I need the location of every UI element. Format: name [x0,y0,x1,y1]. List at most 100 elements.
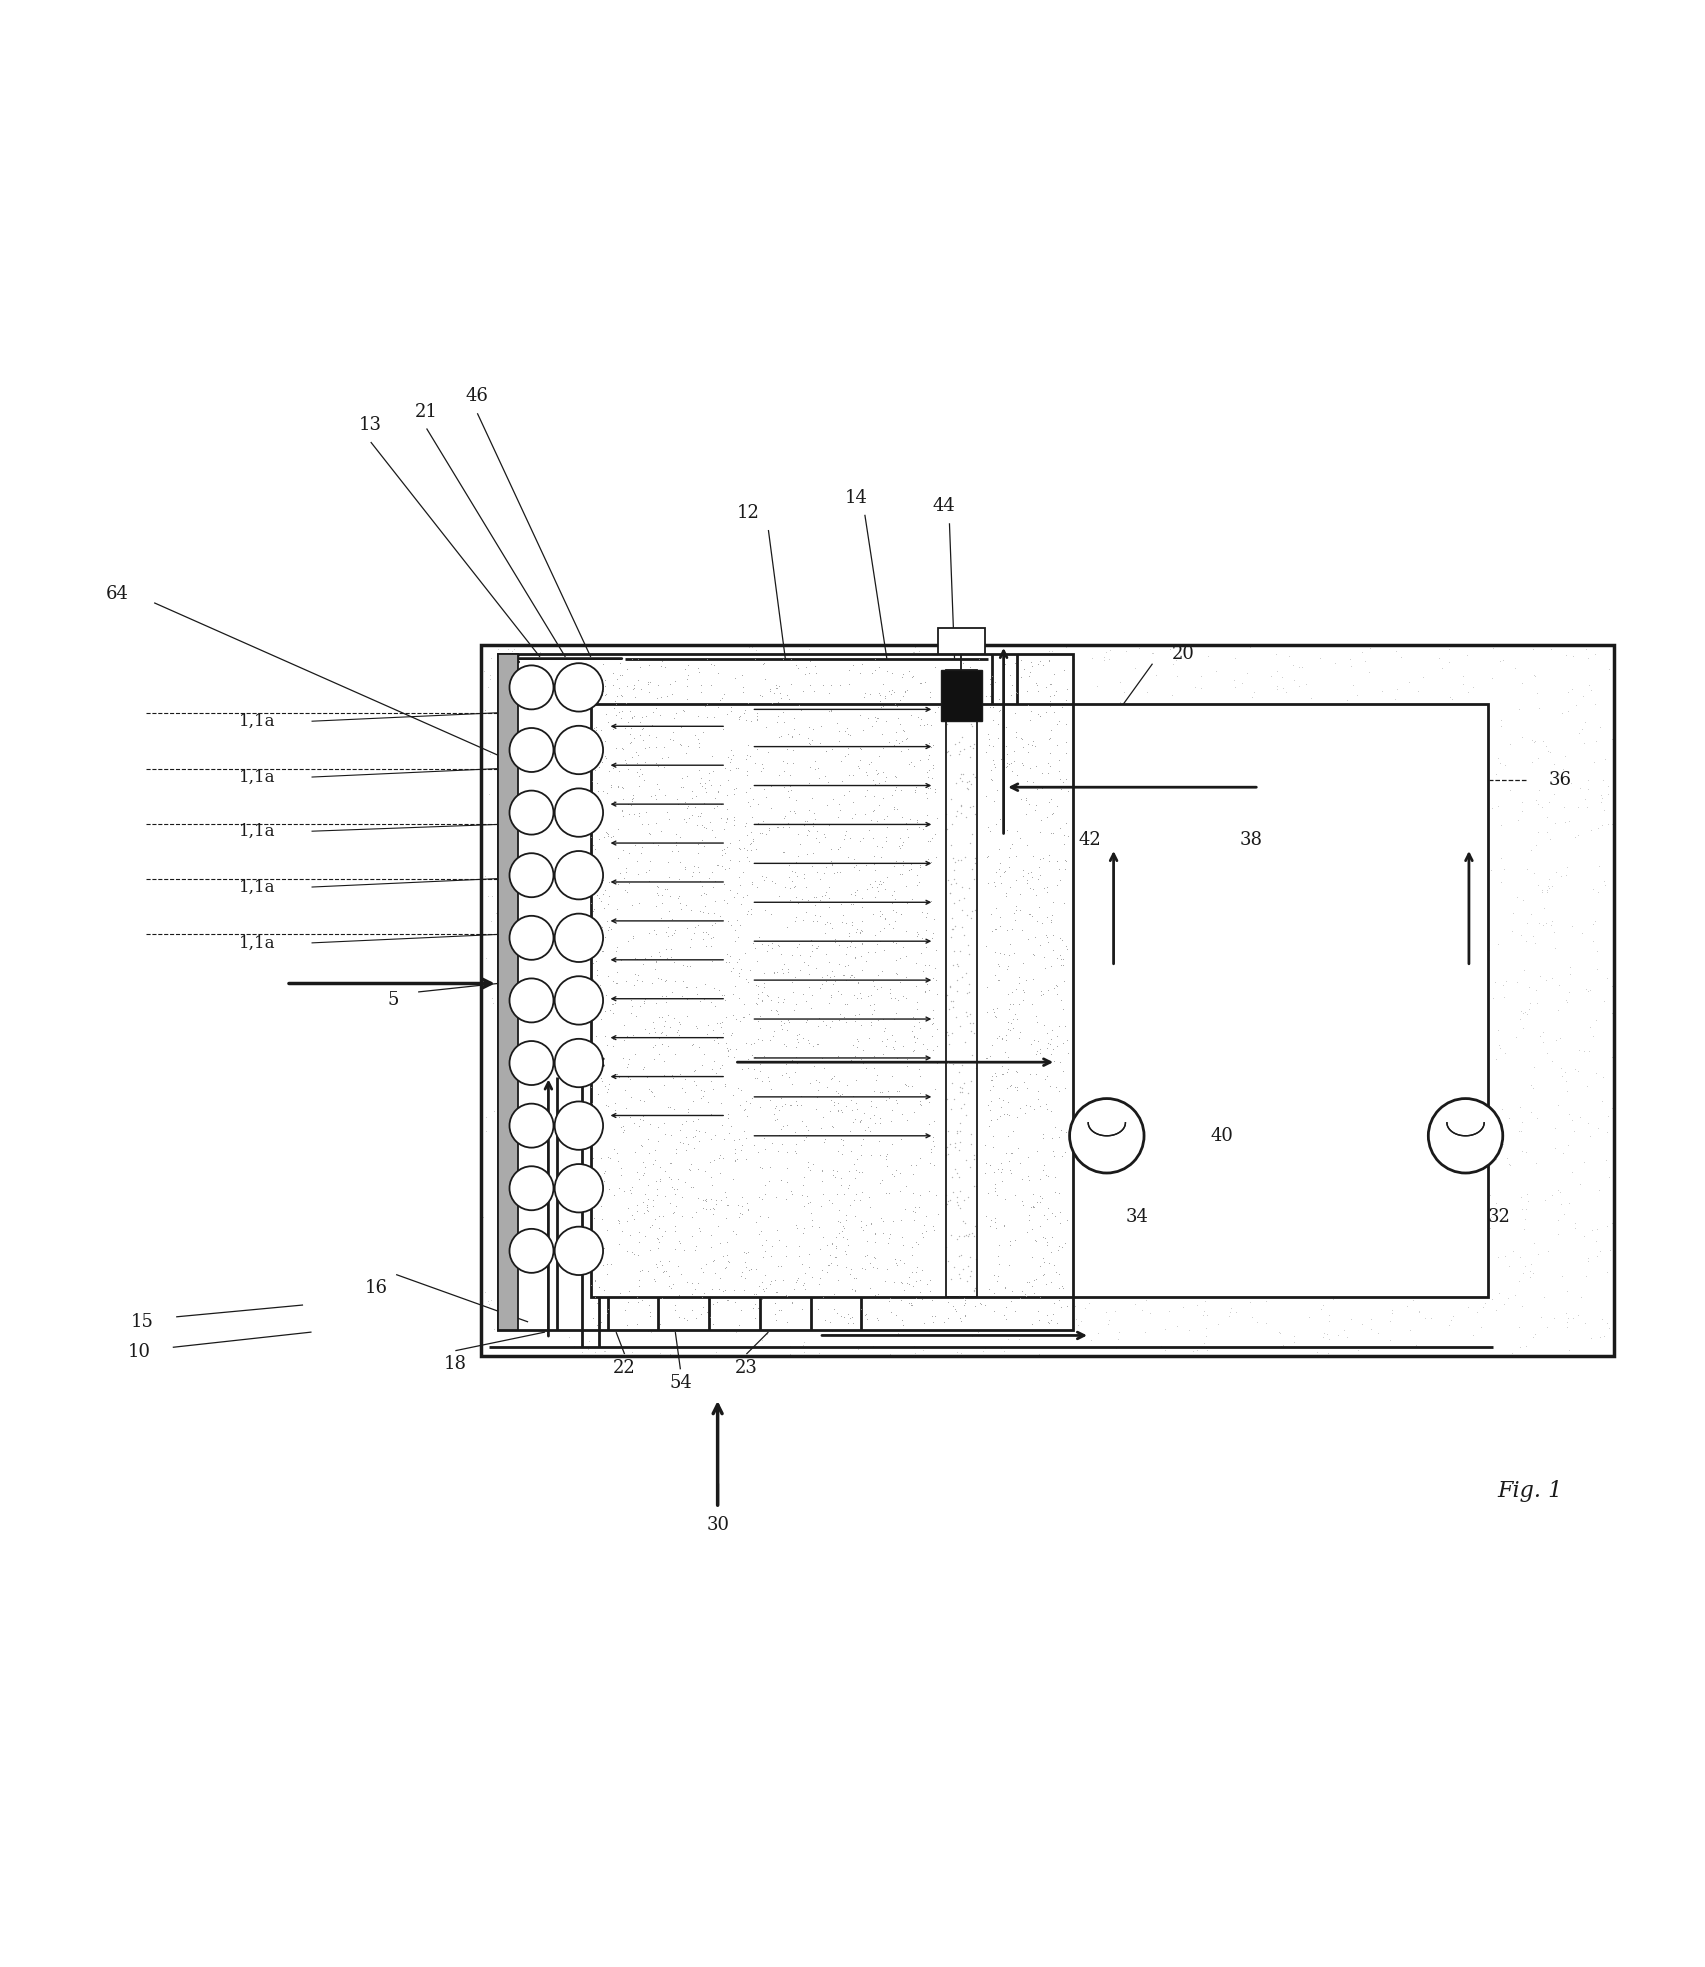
Point [748,1064,776,1096]
Point [941,767,968,799]
Point [1006,1023,1033,1054]
Point [977,899,1004,930]
Point [1502,966,1529,997]
Point [641,1133,668,1164]
Point [837,1302,864,1334]
Point [1563,1035,1591,1066]
Point [982,1060,1009,1092]
Point [626,718,653,749]
Point [868,718,895,749]
Point [941,1127,968,1159]
Point [781,783,808,814]
Point [1552,1056,1579,1088]
Point [1497,915,1524,946]
Point [902,771,929,803]
Point [772,747,800,779]
Point [1033,926,1061,958]
Point [888,1267,916,1298]
Point [684,1267,711,1298]
Point [839,787,866,818]
Point [1449,669,1477,700]
Point [583,960,610,991]
Point [1042,1257,1069,1288]
Point [1020,767,1047,799]
Point [743,970,771,1001]
Point [1125,633,1153,665]
Point [682,911,709,942]
Point [801,753,829,785]
Point [621,669,648,700]
Point [1563,1300,1591,1332]
Point [890,714,917,745]
Point [609,732,636,763]
Point [750,663,777,694]
Point [803,1074,830,1105]
Point [1575,1037,1603,1068]
Point [851,677,878,708]
Point [644,669,672,700]
Point [776,769,803,801]
Point [760,1092,788,1123]
Point [917,822,945,854]
Point [854,769,881,801]
Point [847,1157,875,1188]
Point [687,879,714,911]
Point [583,946,610,978]
Point [677,1170,704,1202]
Point [1555,805,1582,836]
Point [951,1300,979,1332]
Point [752,862,779,893]
Point [863,1302,890,1334]
Point [781,1135,808,1166]
Point [801,657,829,688]
Point [1482,1188,1509,1220]
Point [875,1338,902,1369]
Point [1013,1046,1040,1078]
Point [776,775,803,806]
Point [1519,1052,1546,1084]
Point [580,712,607,744]
Point [605,1208,633,1239]
Point [1216,1300,1243,1332]
Point [1548,1261,1575,1292]
Point [841,1162,868,1194]
Point [718,694,745,726]
Point [832,814,859,846]
Point [777,1090,805,1121]
Point [646,1162,673,1194]
Point [795,1025,822,1056]
Point [916,753,943,785]
Point [629,948,656,980]
Point [1037,899,1064,930]
Point [887,1267,914,1298]
Point [1003,865,1030,897]
Point [781,995,808,1027]
Point [1004,987,1032,1019]
Point [789,1267,817,1298]
Point [841,799,868,830]
Point [1020,1279,1047,1310]
Point [916,1340,943,1371]
Point [972,1332,999,1363]
Point [1516,1255,1543,1286]
Point [858,980,885,1011]
Point [697,1231,725,1263]
Point [776,1005,803,1037]
Point [881,1025,909,1056]
Point [583,686,610,718]
Point [943,1157,970,1188]
Point [795,1239,822,1271]
Point [1538,869,1565,901]
Point [1367,675,1395,706]
Point [694,1019,721,1050]
Point [656,942,684,974]
Point [629,712,656,744]
Point [1009,732,1037,763]
Point [760,958,788,989]
Point [801,881,829,913]
Point [953,899,980,930]
Point [583,993,610,1025]
Point [919,1214,946,1245]
Point [762,706,789,738]
Point [880,913,907,944]
